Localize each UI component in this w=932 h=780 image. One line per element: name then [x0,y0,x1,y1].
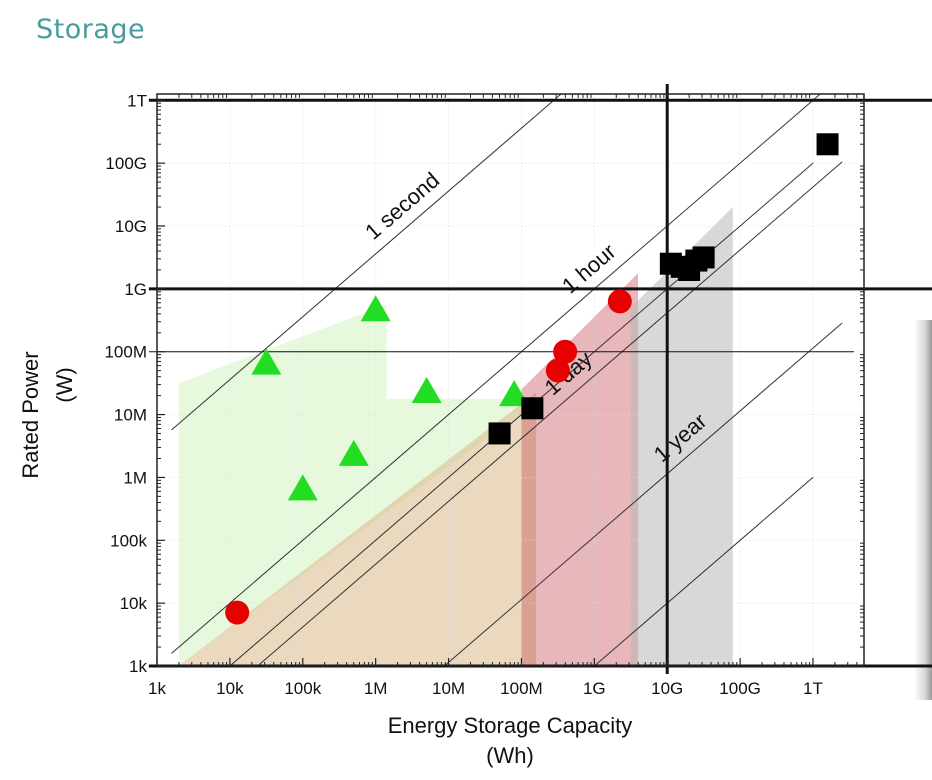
x-tick-label: 10G [651,679,683,698]
y-tick-label: 100M [104,343,147,362]
speaker-video-edge [914,320,932,700]
x-tick-label: 100G [719,679,761,698]
reference-line [171,93,821,654]
x-tick-label: 100k [284,679,321,698]
reference-line [444,322,843,667]
y-tick-label: 10G [115,217,147,236]
y-tick-label: 10M [114,406,147,425]
reference-line [593,477,814,667]
red-circle-point [545,358,570,383]
green-triangle-point [411,376,442,403]
green-region [178,304,537,666]
reference-line [257,161,843,667]
black-square-point [692,246,715,269]
green-triangle-point [287,474,318,501]
x-tick-label: 1M [364,679,388,698]
x-tick-label: 1G [583,679,606,698]
green-triangle-point [360,295,391,322]
tan-region [178,392,537,666]
y-tick-label: 1k [129,657,147,676]
x-tick-label: 10k [216,679,244,698]
x-tick-label: 1k [148,679,166,698]
red-circle-point [225,600,250,625]
reference-line [171,93,562,431]
slide-title: Storage [36,14,146,45]
y-axis-unit: (W) [52,367,77,402]
y-axis-label: Rated Power [18,351,43,478]
red-region [521,273,639,666]
x-axis-label: Energy Storage Capacity [388,713,633,738]
black-square-point [816,133,839,156]
black-square-point [521,397,544,420]
x-tick-label: 1T [803,679,823,698]
y-tick-label: 10k [120,594,148,613]
y-tick-label: 1T [127,91,147,110]
x-tick-label: 100M [500,679,543,698]
x-axis-unit: (Wh) [486,743,534,768]
green-triangle-point [338,439,369,466]
y-tick-label: 100G [105,154,147,173]
y-tick-label: 1G [124,280,147,299]
x-tick-label: 10M [432,679,465,698]
red-circle-point [553,339,578,364]
red-circle-point [607,289,632,314]
black-square-point [488,422,511,445]
green-triangle-point [251,348,282,375]
y-tick-label: 100k [110,531,147,550]
y-tick-label: 1M [123,468,147,487]
